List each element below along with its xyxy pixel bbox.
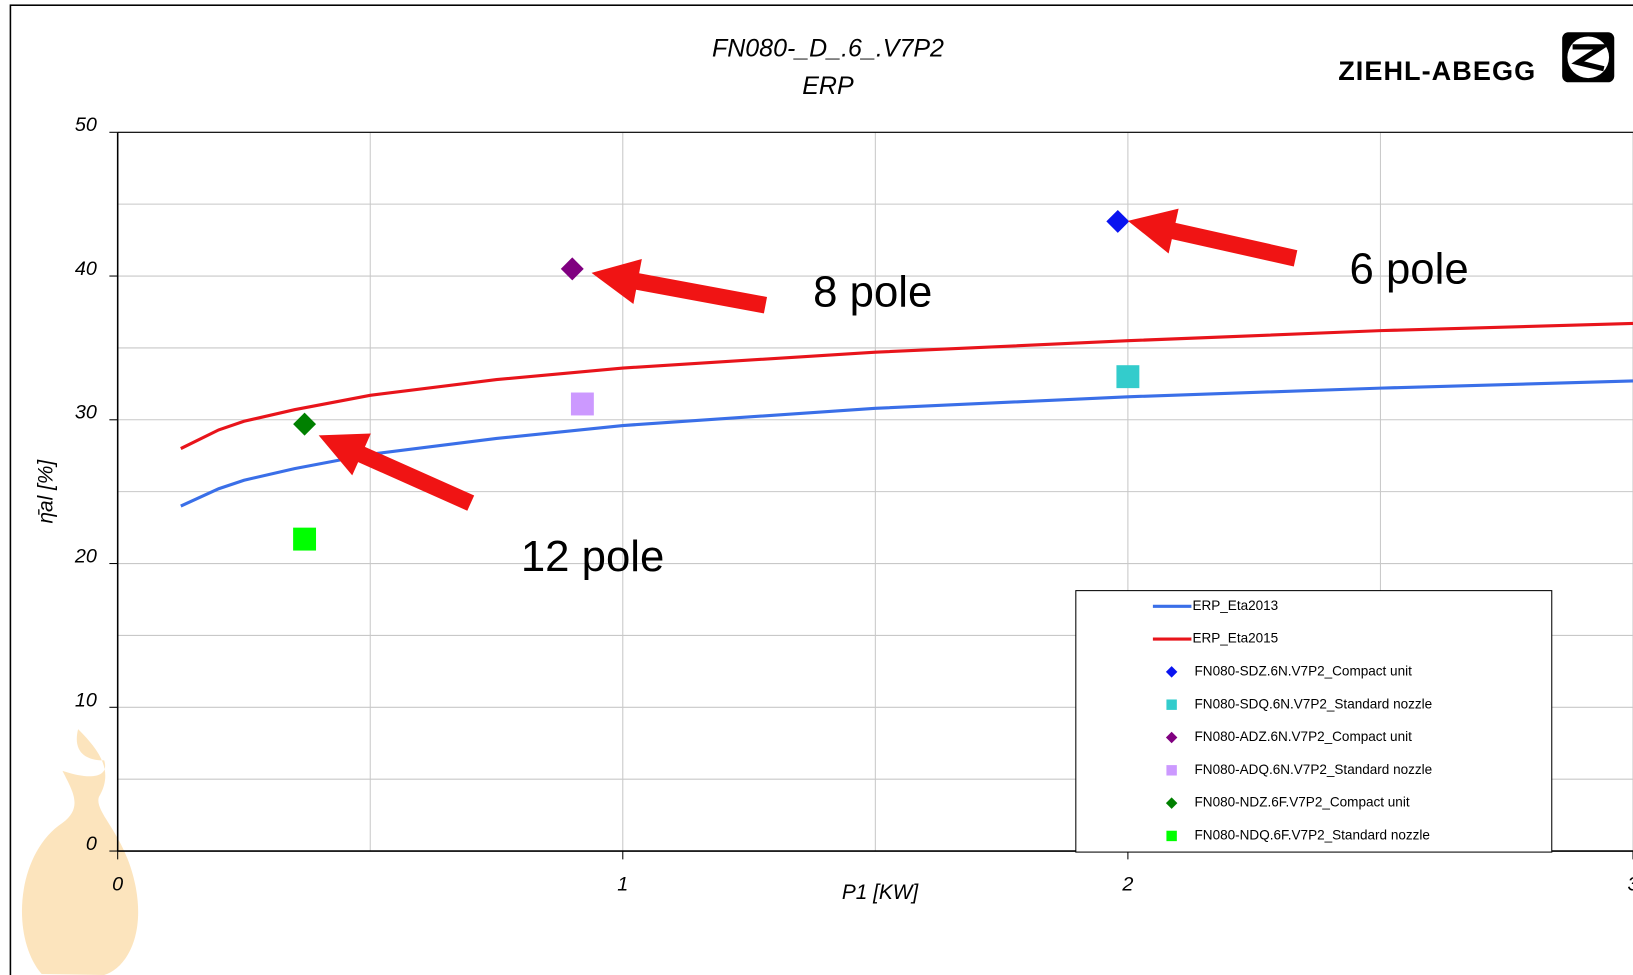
legend: ERP_Eta2013 ERP_Eta2015 FN080-SDZ.6N.V7P2_… xyxy=(1075,590,1553,853)
square-marker xyxy=(1116,365,1140,389)
legend-box xyxy=(1075,590,1553,853)
annotation-arrow xyxy=(591,258,768,314)
x-axis-label: P1 [KW] xyxy=(842,881,920,904)
x-tick-label: 0 xyxy=(112,874,123,896)
y-tick-label: 40 xyxy=(75,258,97,280)
y-axis-label: η̄al [%] xyxy=(34,459,57,524)
watermark-shape xyxy=(21,729,139,975)
watermark xyxy=(21,729,139,975)
x-tick-label: 2 xyxy=(1121,874,1133,896)
legend-label: FN080-ADZ.6N.V7P2_Compact unit xyxy=(1195,729,1413,744)
square-marker xyxy=(570,392,594,416)
y-tick-label: 50 xyxy=(75,114,97,136)
diamond-marker xyxy=(293,412,317,436)
y-tick-label: 20 xyxy=(74,546,97,568)
legend-label: FN080-SDZ.6N.V7P2_Compact unit xyxy=(1195,663,1413,678)
legend-label: ERP_Eta2013 xyxy=(1192,598,1278,613)
series-line xyxy=(180,379,1633,508)
y-tick-label: 0 xyxy=(86,833,97,855)
logo-icon xyxy=(1562,32,1615,83)
annotation-arrow xyxy=(1127,208,1298,267)
legend-label: FN080-ADQ.6N.V7P2_Standard nozzle xyxy=(1195,762,1433,777)
x-tick-label: 1 xyxy=(617,874,628,896)
annotation: 12 pole xyxy=(521,532,664,581)
diamond-marker xyxy=(560,257,584,281)
y-tick-label: 30 xyxy=(75,402,97,424)
square-marker xyxy=(1166,765,1177,776)
square-marker xyxy=(1166,699,1177,710)
annotation: 8 pole xyxy=(813,267,932,316)
square-marker xyxy=(293,527,317,551)
legend-label: ERP_Eta2015 xyxy=(1192,631,1278,646)
diamond-marker xyxy=(1106,209,1130,233)
x-tick-label: 3 xyxy=(1628,874,1633,896)
square-marker xyxy=(1166,830,1177,842)
annotation: 6 pole xyxy=(1350,244,1469,293)
logo-text: ZIEHL-ABEGG xyxy=(1338,55,1536,86)
frame xyxy=(9,4,1633,975)
annotation-arrow xyxy=(318,433,475,511)
chart-title: FN080-_D_.6_.V7P2 xyxy=(712,35,944,63)
legend-label: FN080-SDQ.6N.V7P2_Standard nozzle xyxy=(1195,696,1433,711)
chart-subtitle: ERP xyxy=(802,72,854,100)
legend-label: FN080-NDQ.6F.V7P2_Standard nozzle xyxy=(1195,828,1430,843)
legend-label: FN080-NDZ.6F.V7P2_Compact unit xyxy=(1195,795,1410,810)
y-tick-label: 10 xyxy=(75,689,97,711)
series-line xyxy=(180,321,1633,450)
